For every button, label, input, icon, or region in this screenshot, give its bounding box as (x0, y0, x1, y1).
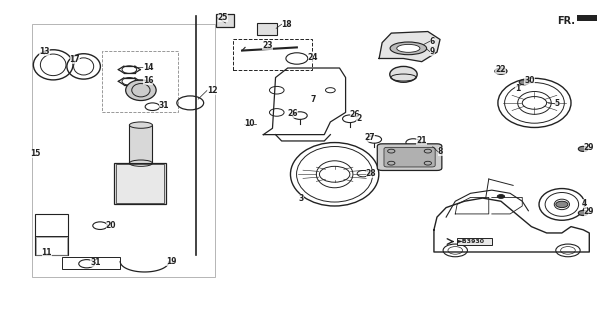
Text: 20: 20 (105, 220, 116, 229)
Ellipse shape (390, 42, 427, 55)
Text: 26: 26 (350, 110, 360, 119)
Text: 31: 31 (159, 101, 169, 110)
Ellipse shape (397, 44, 420, 52)
Bar (32, 24, 215, 277)
Text: FR.: FR. (558, 16, 575, 26)
Text: 15: 15 (31, 148, 41, 157)
Text: 31: 31 (91, 258, 101, 267)
Text: 4: 4 (582, 199, 588, 208)
Bar (114, 163, 166, 204)
Text: 8: 8 (438, 147, 443, 156)
Text: 29: 29 (584, 143, 594, 152)
Text: 30: 30 (524, 76, 535, 85)
Circle shape (519, 80, 529, 85)
Bar (62, 257, 120, 269)
Text: 1: 1 (515, 84, 520, 93)
Text: ►B3930: ►B3930 (458, 239, 485, 244)
Text: 10: 10 (244, 119, 255, 128)
Bar (36, 237, 67, 254)
Bar (116, 164, 164, 204)
Polygon shape (379, 32, 440, 62)
Text: 6: 6 (430, 37, 435, 46)
Bar (129, 125, 152, 163)
Circle shape (556, 201, 568, 208)
FancyBboxPatch shape (384, 147, 435, 167)
Text: 13: 13 (39, 47, 50, 56)
Text: 14: 14 (143, 63, 153, 72)
Bar (35, 214, 69, 255)
Ellipse shape (125, 80, 156, 100)
Bar (233, 39, 312, 69)
Text: 29: 29 (584, 207, 594, 216)
Text: 11: 11 (42, 248, 52, 258)
Text: 27: 27 (365, 133, 375, 142)
Circle shape (498, 195, 505, 198)
Text: 3: 3 (299, 194, 304, 203)
Text: 5: 5 (554, 99, 560, 108)
Text: 9: 9 (430, 47, 435, 56)
Text: 7: 7 (311, 95, 316, 104)
Circle shape (578, 146, 588, 151)
Bar (457, 238, 493, 245)
Bar (257, 23, 277, 35)
Circle shape (578, 211, 588, 215)
Text: 25: 25 (218, 13, 228, 22)
Ellipse shape (390, 67, 417, 82)
FancyBboxPatch shape (377, 144, 442, 171)
Bar (102, 51, 178, 112)
Bar (216, 14, 234, 27)
Circle shape (495, 68, 507, 74)
Text: 22: 22 (496, 65, 506, 74)
Text: 18: 18 (282, 20, 293, 29)
Text: 12: 12 (207, 86, 218, 95)
Text: 19: 19 (166, 257, 176, 266)
Bar (577, 15, 597, 21)
Text: 24: 24 (308, 53, 318, 62)
Text: 16: 16 (143, 76, 153, 84)
Text: 23: 23 (262, 41, 272, 50)
Text: 26: 26 (288, 109, 298, 118)
Text: 28: 28 (366, 169, 376, 178)
Text: 2: 2 (356, 114, 361, 123)
Text: 21: 21 (416, 136, 427, 146)
Ellipse shape (129, 122, 152, 128)
Text: 17: 17 (70, 55, 80, 64)
